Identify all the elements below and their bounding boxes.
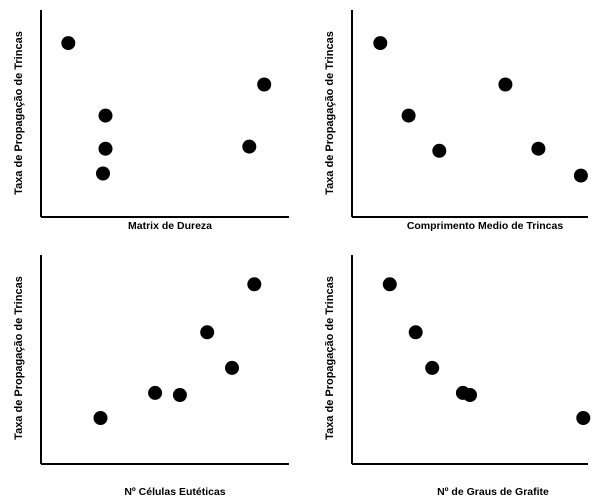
data-point-4 xyxy=(498,77,513,92)
scatter-panel-1: Taxa de Propagação de Trincas Matrix de D… xyxy=(13,10,289,232)
data-point-6 xyxy=(573,168,588,183)
data-point-6 xyxy=(576,411,591,425)
data-point-1 xyxy=(382,277,397,292)
y-axis-label: Taxa de Propagação de Trincas xyxy=(324,31,336,195)
data-point-5 xyxy=(463,388,477,402)
data-point-4 xyxy=(200,325,215,340)
data-point-1 xyxy=(93,411,108,425)
data-point-1 xyxy=(61,36,76,51)
data-point-5 xyxy=(531,141,546,156)
data-point-2 xyxy=(148,385,163,400)
data-point-1 xyxy=(373,36,388,51)
data-point-3 xyxy=(98,141,113,156)
data-point-2 xyxy=(401,108,416,123)
data-point-4 xyxy=(96,166,110,181)
data-point-3 xyxy=(425,360,440,375)
scatter-panel-4: Taxa de Propagação de Trincas Nº de Graus… xyxy=(324,255,591,498)
x-axis-label: Comprimento Medio de Trincas xyxy=(407,220,564,232)
data-point-6 xyxy=(242,139,257,154)
data-point-6 xyxy=(247,277,262,292)
y-axis-label: Taxa de Propagação de Trincas xyxy=(13,31,25,195)
data-point-3 xyxy=(432,143,447,158)
x-axis-label: Nº de Graus de Grafite xyxy=(437,486,549,498)
data-point-3 xyxy=(172,388,187,402)
scatter-panel-3: Taxa de Propagação de Trincas Nº Células … xyxy=(13,255,289,498)
data-point-5 xyxy=(257,77,272,92)
y-axis-label: Taxa de Propagação de Trincas xyxy=(13,276,25,440)
scatter-panel-2: Taxa de Propagação de Trincas Comprimento… xyxy=(324,10,588,232)
x-axis-label: Matrix de Dureza xyxy=(128,220,212,232)
data-point-2 xyxy=(408,325,423,340)
data-point-5 xyxy=(225,360,239,375)
data-point-2 xyxy=(98,108,113,123)
x-axis-label: Nº Células Eutéticas xyxy=(124,486,225,498)
y-axis-label: Taxa de Propagação de Trincas xyxy=(324,276,336,440)
